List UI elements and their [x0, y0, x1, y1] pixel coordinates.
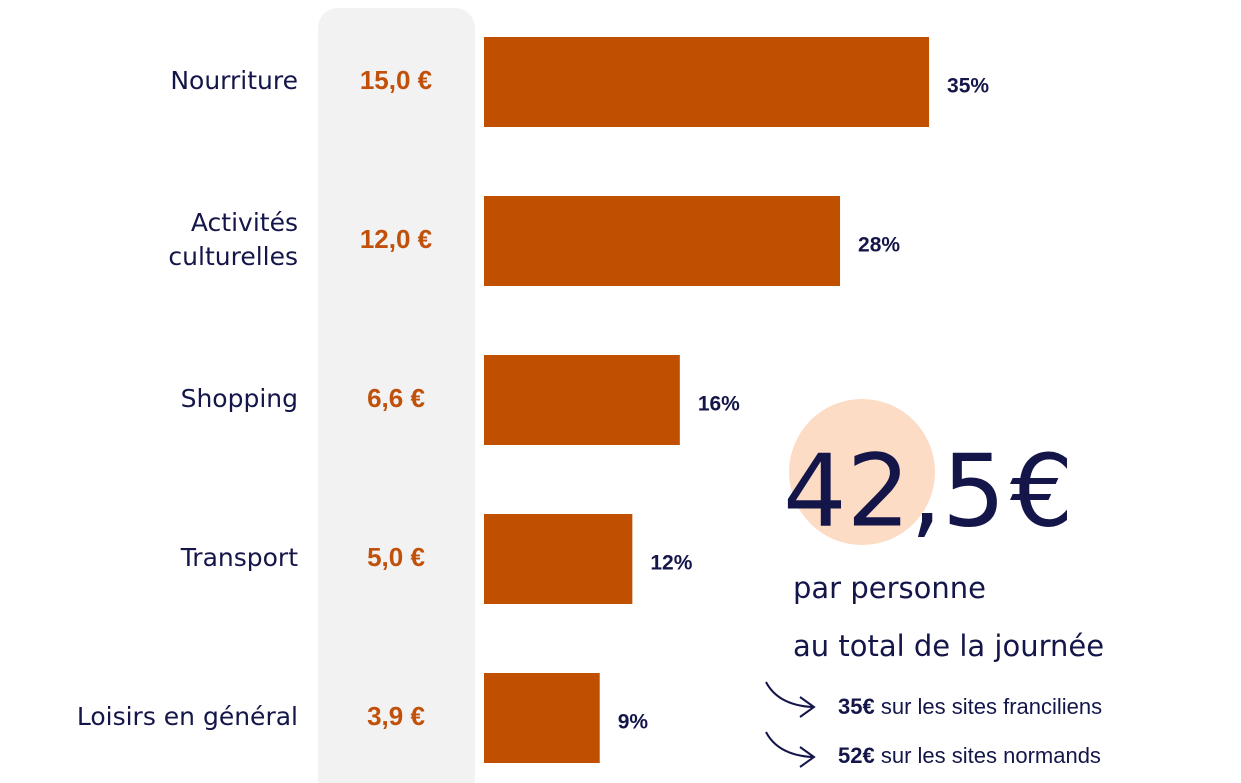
category-label: Nourriture	[170, 66, 298, 95]
share-label: 12%	[650, 552, 692, 575]
category-label: Loisirs en général	[77, 702, 298, 731]
note-bold: 52€	[838, 743, 875, 768]
total-unit: €	[1010, 432, 1074, 549]
value-label: 12,0 €	[360, 224, 432, 254]
share-label: 9%	[618, 711, 649, 734]
value-label: 15,0 €	[360, 65, 432, 95]
value-label: 5,0 €	[367, 542, 425, 572]
bar	[484, 196, 841, 286]
note-text: sur les sites franciliens	[881, 694, 1102, 719]
share-label: 35%	[947, 75, 989, 98]
note-bold: 35€	[838, 694, 875, 719]
share-label: 16%	[698, 393, 740, 416]
arrow	[765, 731, 816, 768]
category-label: Activités	[191, 208, 298, 237]
total-caption: par personne	[793, 571, 986, 605]
value-label: 6,6 €	[367, 383, 425, 413]
note-text: sur les sites normands	[881, 743, 1101, 768]
bar	[484, 355, 680, 445]
total-caption: au total de la journée	[793, 629, 1104, 663]
arrow	[765, 681, 816, 718]
total-value: 42,5	[783, 432, 1006, 549]
value-label: 3,9 €	[367, 701, 425, 731]
category-label: Transport	[180, 543, 299, 572]
bar	[484, 673, 600, 763]
bar	[484, 514, 633, 604]
category-label: culturelles	[168, 242, 298, 271]
value-column	[318, 8, 475, 783]
share-label: 28%	[858, 234, 900, 257]
note: 35€ sur les sites franciliens	[838, 694, 1102, 719]
note: 52€ sur les sites normands	[838, 743, 1101, 768]
bar	[484, 37, 930, 127]
category-label: Shopping	[181, 384, 298, 413]
total-highlight	[789, 399, 935, 545]
